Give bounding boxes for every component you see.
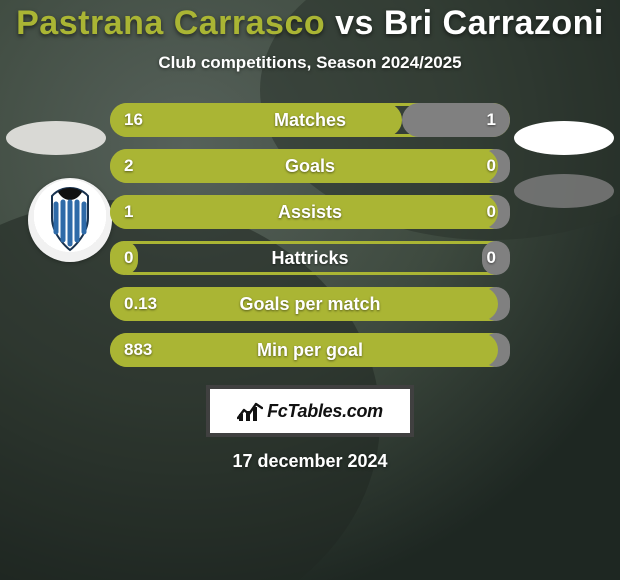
stat-row: 883Min per goal — [0, 333, 620, 379]
subtitle: Club competitions, Season 2024/2025 — [0, 53, 620, 73]
stat-row: 00Hattricks — [0, 241, 620, 287]
stat-label: Goals — [110, 149, 510, 183]
stat-label: Min per goal — [110, 333, 510, 367]
date-label: 17 december 2024 — [0, 451, 620, 472]
stat-label: Goals per match — [110, 287, 510, 321]
stat-label: Matches — [110, 103, 510, 137]
branding-badge: FcTables.com — [206, 385, 414, 437]
comparison-title: Pastrana Carrasco vs Bri Carrazoni — [0, 4, 620, 43]
player1-name: Pastrana Carrasco — [16, 4, 325, 42]
stat-rows-container: 161Matches20Goals10Assists00Hattricks0.1… — [0, 103, 620, 379]
player2-name: Bri Carrazoni — [384, 4, 604, 42]
stat-row: 161Matches — [0, 103, 620, 149]
stat-row: 0.13Goals per match — [0, 287, 620, 333]
stat-row: 10Assists — [0, 195, 620, 241]
vs-label: vs — [335, 4, 374, 42]
stat-row: 20Goals — [0, 149, 620, 195]
branding-text: FcTables.com — [267, 401, 383, 422]
stat-label: Assists — [110, 195, 510, 229]
stat-label: Hattricks — [110, 241, 510, 275]
branding-chart-icon — [237, 400, 263, 422]
